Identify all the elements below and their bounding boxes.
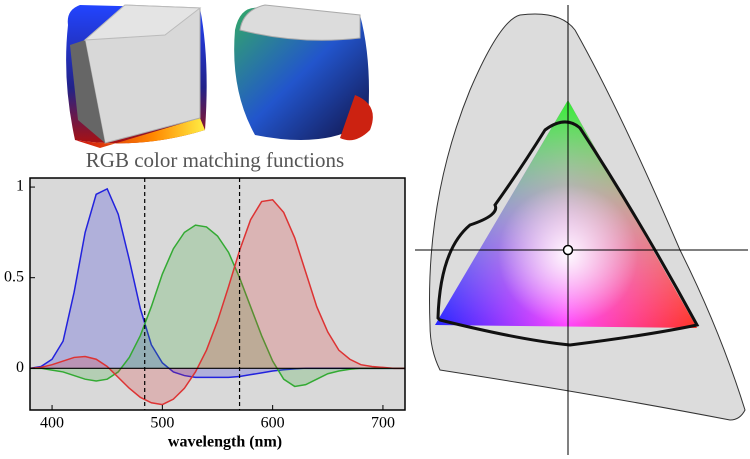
y-tick-label: 0 (16, 359, 24, 376)
line (29, 198, 405, 406)
area (30, 188, 405, 378)
x-tick-label: 400 (40, 415, 64, 432)
line (30, 224, 405, 388)
x-tick-label: 500 (150, 415, 174, 432)
plot-frame (29, 177, 406, 411)
plot-background (30, 178, 405, 410)
y-tick-label: 1 (16, 178, 24, 195)
x-tick-label: 700 (371, 415, 395, 432)
area (30, 225, 405, 387)
x-tick-label: 600 (261, 415, 285, 432)
cube-illustration (66, 4, 207, 148)
plot: 0 0.5 1 400 500 600 700 (4, 177, 406, 432)
y-tick-label: 0.5 (4, 268, 24, 285)
area (30, 199, 405, 405)
x-axis-label: wavelength (nm) (168, 434, 282, 451)
deformed-cube-illustration (234, 4, 373, 141)
chart-title: RGB color matching functions (86, 148, 344, 172)
chromaticity-diagram (415, 5, 748, 455)
